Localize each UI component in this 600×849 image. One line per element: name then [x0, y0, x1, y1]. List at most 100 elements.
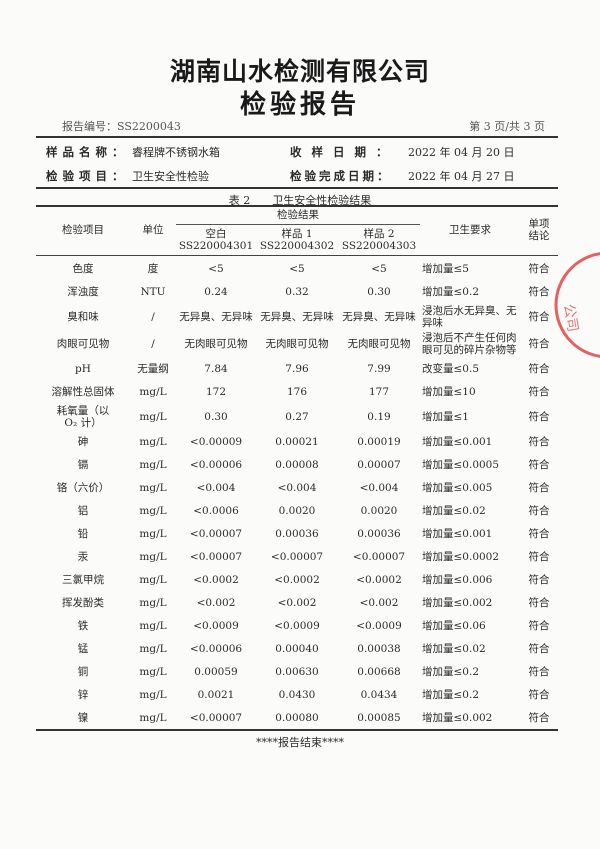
cell-s2: 0.0434	[360, 688, 398, 701]
cell-result: 符合	[528, 362, 550, 375]
cell-req: 增加量≤0.06	[422, 619, 486, 632]
cell-req: 增加量≤0.02	[422, 642, 486, 655]
seal-text: 公司	[560, 303, 581, 333]
cell-item: 汞	[77, 550, 89, 563]
cell-s1: 0.00021	[275, 435, 319, 448]
cell-result: 符合	[528, 550, 550, 563]
cell-req: 增加量≤0.005	[422, 481, 493, 494]
cell-unit: mg/L	[139, 410, 167, 423]
cell-s2: 0.00668	[357, 665, 401, 678]
cell-s1: <0.004	[277, 481, 317, 494]
cell-unit: mg/L	[139, 550, 167, 563]
cell-item: 挥发酚类	[62, 596, 104, 609]
header-blank: 空白 SS220004301	[176, 223, 256, 255]
cell-blank: <0.00007	[189, 527, 243, 540]
cell-req: 增加量≤0.002	[422, 711, 493, 724]
cell-req: 增加量≤0.02	[422, 504, 486, 517]
cell-s1: <0.0009	[274, 619, 320, 632]
company-name: 湖南山水检测有限公司	[169, 57, 430, 86]
receive-date: 2022 年 04 月 20 日	[408, 146, 515, 159]
document-title: 检验报告	[239, 90, 360, 120]
cell-s2: 0.00036	[357, 527, 401, 540]
table-row: pH 无量纲 7.84 7.96 7.99 改变量≤0.5 符合	[36, 357, 558, 380]
cell-blank: 0.0021	[197, 688, 235, 701]
cell-unit: mg/L	[139, 435, 167, 448]
cell-s2: 0.00019	[357, 435, 401, 448]
cell-s1: 0.00630	[275, 665, 319, 678]
cell-result: 符合	[528, 310, 550, 323]
table-row: 铜 mg/L 0.00059 0.00630 0.00668 增加量≤0.2 符合	[36, 660, 558, 683]
cell-item: 砷	[77, 435, 89, 448]
cell-item: 铬（六价）	[56, 481, 110, 494]
cell-unit: NTU	[140, 285, 166, 298]
cell-result: 符合	[528, 642, 550, 655]
cell-s1: 7.96	[285, 362, 309, 375]
cell-s1: 0.00080	[275, 711, 319, 724]
cell-blank: <0.004	[196, 481, 236, 494]
table-row: 镍 mg/L <0.00007 0.00080 0.00085 增加量≤0.002 符合	[36, 706, 558, 729]
cell-req: 增加量≤0.0002	[422, 550, 500, 563]
header-sample-1: 样品 1 SS220004302	[256, 223, 338, 255]
cell-blank: <0.00007	[189, 711, 243, 724]
report-number-label: 报告编号：	[62, 120, 117, 133]
cell-unit: /	[151, 337, 155, 350]
cell-s1: 0.32	[285, 285, 309, 298]
cell-req: 增加量≤0.001	[422, 527, 493, 540]
cell-s1: 无肉眼可见物	[265, 337, 329, 350]
cell-unit: mg/L	[139, 458, 167, 471]
cell-req: 增加量≤0.006	[422, 573, 493, 586]
cell-result: 符合	[528, 665, 550, 678]
cell-s1: 无异臭、无异味	[260, 310, 334, 323]
cell-item: 三氯甲烷	[62, 573, 104, 586]
cell-blank: <0.00009	[189, 435, 243, 448]
table-row: 镉 mg/L <0.00006 0.00008 0.00007 增加量≤0.0005 符合	[36, 453, 558, 476]
cell-item: pH	[75, 362, 91, 375]
table-row: 汞 mg/L <0.00007 <0.00007 <0.00007 增加量≤0.0002 符…	[36, 545, 558, 568]
cell-s2: <0.00007	[352, 550, 406, 563]
divider	[36, 729, 558, 731]
cell-blank: <0.00006	[189, 642, 243, 655]
report-number: 报告编号：SS2200043	[62, 118, 181, 134]
cell-item: 溶解性总固体	[51, 385, 115, 398]
cell-unit: mg/L	[139, 596, 167, 609]
cell-result: 符合	[528, 458, 550, 471]
cell-item: 耗氧量（以 O₂ 计）	[56, 404, 110, 429]
cell-blank: 0.30	[204, 410, 228, 423]
test-item: 卫生安全性检验	[132, 170, 209, 183]
table-row: 三氯甲烷 mg/L <0.0002 <0.0002 <0.0002 增加量≤0.006 符合	[36, 568, 558, 591]
cell-blank: <5	[208, 262, 224, 275]
cell-req: 增加量≤0.2	[422, 285, 479, 298]
table-row: 铬（六价） mg/L <0.004 <0.004 <0.004 增加量≤0.005 符合	[36, 476, 558, 499]
cell-result: 符合	[528, 435, 550, 448]
header-item: 检验项目	[62, 224, 104, 237]
cell-unit: mg/L	[139, 619, 167, 632]
cell-result: 符合	[528, 410, 550, 423]
cell-req: 改变量≤0.5	[422, 362, 479, 375]
header-sample-2-label: 样品 2	[363, 227, 395, 240]
cell-unit: mg/L	[139, 711, 167, 724]
cell-item: 铅	[77, 527, 89, 540]
header-blank-label: 空白	[205, 227, 227, 240]
cell-blank: <0.0009	[193, 619, 239, 632]
cell-s1: <5	[289, 262, 305, 275]
cell-unit: mg/L	[139, 504, 167, 517]
cell-blank: <0.002	[196, 596, 236, 609]
header-sample-2-id: SS220004303	[341, 239, 417, 252]
test-item-label: 检验项目：	[46, 169, 129, 183]
cell-item: 锌	[77, 688, 89, 701]
cell-result: 符合	[528, 527, 550, 540]
cell-s2: <0.002	[359, 596, 399, 609]
cell-req: 增加量≤5	[422, 262, 469, 275]
table-row: 锌 mg/L 0.0021 0.0430 0.0434 增加量≤0.2 符合	[36, 683, 558, 706]
cell-req: 增加量≤0.001	[422, 435, 493, 448]
table-row: 肉眼可见物 / 无肉眼可见物 无肉眼可见物 无肉眼可见物 浸泡后不产生任何肉眼可见的碎片杂…	[36, 330, 558, 357]
cell-req: 增加量≤1	[422, 410, 469, 423]
cell-req: 增加量≤0.2	[422, 665, 479, 678]
cell-unit: mg/L	[139, 481, 167, 494]
seal-ring	[554, 252, 600, 358]
cell-s1: 0.00040	[275, 642, 319, 655]
cell-result: 符合	[528, 262, 550, 275]
cell-s2: <5	[371, 262, 387, 275]
table-row: 浑浊度 NTU 0.24 0.32 0.30 增加量≤0.2 符合	[36, 280, 558, 303]
cell-req: 增加量≤0.2	[422, 688, 479, 701]
